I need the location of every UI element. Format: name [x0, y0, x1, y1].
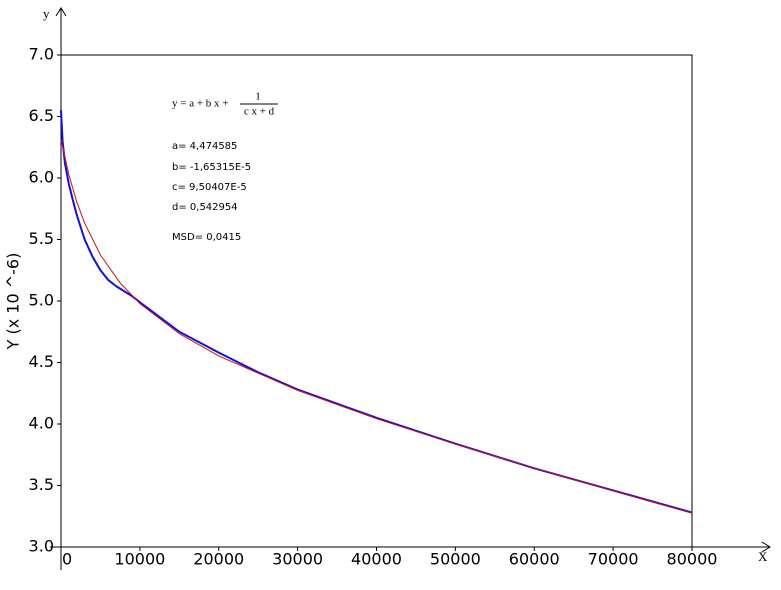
- x-tick-label: 80000: [667, 550, 718, 569]
- annotation: a= 4,474585: [172, 141, 237, 152]
- y-tick-label: 5.5: [29, 229, 54, 248]
- arrow-head: [55, 7, 67, 17]
- annotation: d= 0,542954: [172, 202, 238, 213]
- y-tick-label: 6.0: [29, 168, 54, 187]
- annotation: MSD= 0,0415: [172, 232, 241, 243]
- data-line: [60, 110, 693, 514]
- y-axis-label: Y (x 10 ^-6): [4, 253, 23, 351]
- x-tick-label: 30000: [272, 550, 323, 569]
- x-tick-label: 50000: [430, 550, 481, 569]
- y-tick-label: 3.5: [29, 475, 54, 494]
- y-tick-label: 4.0: [29, 414, 54, 433]
- y-tick-label: 3.0: [29, 537, 54, 556]
- plot-frame: [60, 54, 693, 548]
- data-line: [60, 139, 693, 514]
- x-tick-label: 10000: [114, 550, 165, 569]
- x-tick-label: 70000: [588, 550, 639, 569]
- y-tick-label: 4.5: [29, 352, 54, 371]
- annotation: b= -1,65315E-5: [172, 162, 251, 173]
- formula-denominator: c x + d: [244, 106, 275, 118]
- y-tick-label: 5.0: [29, 291, 54, 310]
- x-tick-label: 40000: [351, 550, 402, 569]
- formula-numerator: 1: [255, 91, 261, 103]
- formula: y = a + b x +: [172, 98, 229, 110]
- arrow-head: [761, 541, 771, 553]
- x-tick-label: 0: [62, 550, 72, 569]
- x-tick-label: 20000: [193, 550, 244, 569]
- y-tick-label: 6.5: [29, 106, 54, 125]
- y-arrow-label: y: [43, 6, 50, 21]
- annotation: c= 9,50407E-5: [172, 182, 247, 193]
- x-axis-label: X: [758, 549, 768, 564]
- x-tick-label: 60000: [509, 550, 560, 569]
- y-tick-label: 7.0: [29, 45, 54, 64]
